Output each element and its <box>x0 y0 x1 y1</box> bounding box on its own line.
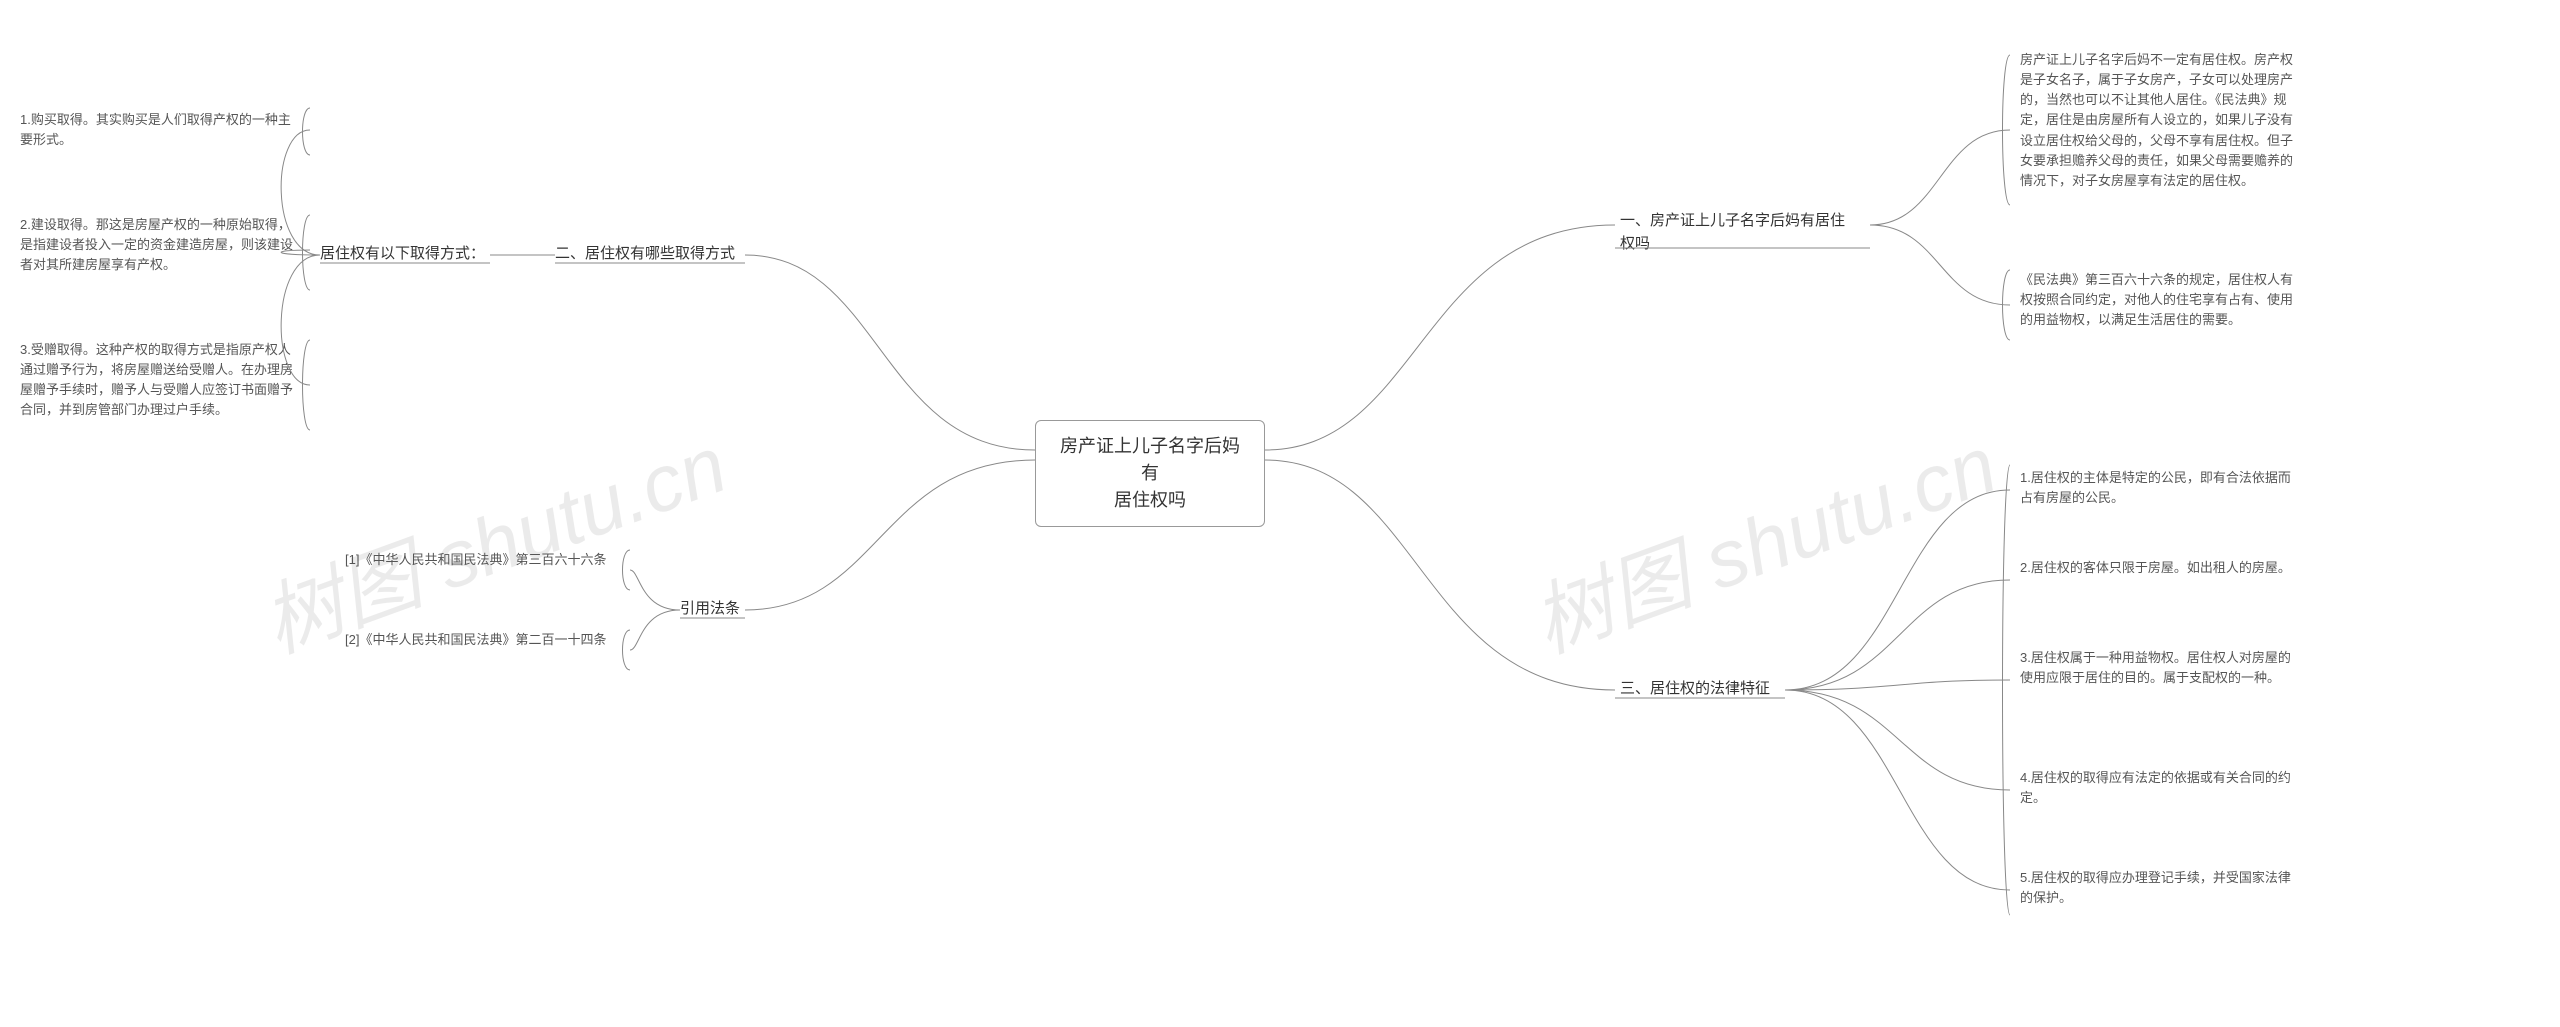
branch-3-leaf-1: 1.居住权的主体是特定的公民，即有合法依据而占有房屋的公民。 <box>2020 468 2300 508</box>
branch-1: 一、房产证上儿子名字后妈有居住 权吗 <box>1620 210 1870 255</box>
branch-2: 二、居住权有哪些取得方式 <box>555 243 735 266</box>
branch-3-leaf-3: 3.居住权属于一种用益物权。居住权人对房屋的使用应限于居住的目的。属于支配权的一… <box>2020 648 2300 688</box>
branch-2-leaf-3: 3.受赠取得。这种产权的取得方式是指原产权人通过赠予行为，将房屋赠送给受赠人。在… <box>20 340 300 421</box>
branch-3: 三、居住权的法律特征 <box>1620 678 1770 701</box>
branch-4-leaf-1: [1]《中华人民共和国民法典》第三百六十六条 <box>345 550 625 570</box>
branch-3-label: 三、居住权的法律特征 <box>1620 680 1770 697</box>
branch-3-leaf-4: 4.居住权的取得应有法定的依据或有关合同的约定。 <box>2020 768 2300 808</box>
branch-2-leaf-1: 1.购买取得。其实购买是人们取得产权的一种主要形式。 <box>20 110 300 150</box>
branch-1-label-line2: 权吗 <box>1620 235 1650 252</box>
branch-2-leaf-2: 2.建设取得。那这是房屋产权的一种原始取得，是指建设者投入一定的资金建造房屋，则… <box>20 215 300 275</box>
center-title-line1: 房产证上儿子名字后妈有 <box>1060 436 1240 483</box>
branch-2-sub-label: 居住权有以下取得方式： <box>320 245 485 262</box>
branch-4-leaf-2: [2]《中华人民共和国民法典》第二百一十四条 <box>345 630 625 650</box>
branch-4: 引用法条 <box>680 598 740 621</box>
branch-3-leaf-5: 5.居住权的取得应办理登记手续，并受国家法律的保护。 <box>2020 868 2300 908</box>
branch-2-sub: 居住权有以下取得方式： <box>320 243 485 266</box>
branch-1-leaf-1: 房产证上儿子名字后妈不一定有居住权。房产权是子女名子，属于子女房产，子女可以处理… <box>2020 50 2300 191</box>
branch-4-label: 引用法条 <box>680 600 740 617</box>
branch-2-label: 二、居住权有哪些取得方式 <box>555 245 735 262</box>
watermark-right: 树图 shutu.cn <box>1515 401 2010 676</box>
branch-3-leaf-2: 2.居住权的客体只限于房屋。如出租人的房屋。 <box>2020 558 2300 578</box>
center-title-line2: 居住权吗 <box>1114 490 1186 510</box>
branch-1-label-line1: 一、房产证上儿子名字后妈有居住 <box>1620 212 1845 229</box>
branch-1-leaf-2: 《民法典》第三百六十六条的规定，居住权人有权按照合同约定，对他人的住宅享有占有、… <box>2020 270 2300 330</box>
center-node: 房产证上儿子名字后妈有 居住权吗 <box>1035 420 1265 527</box>
